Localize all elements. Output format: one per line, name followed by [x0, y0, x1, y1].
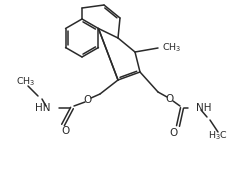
Text: CH$_3$: CH$_3$	[162, 42, 182, 54]
Text: H$_3$C: H$_3$C	[208, 130, 228, 142]
Text: HN: HN	[35, 103, 51, 113]
Text: CH$_3$: CH$_3$	[16, 76, 36, 88]
Text: O: O	[61, 126, 69, 136]
Text: O: O	[84, 95, 92, 105]
Text: NH: NH	[196, 103, 212, 113]
Text: O: O	[166, 94, 174, 104]
Text: O: O	[170, 128, 178, 138]
